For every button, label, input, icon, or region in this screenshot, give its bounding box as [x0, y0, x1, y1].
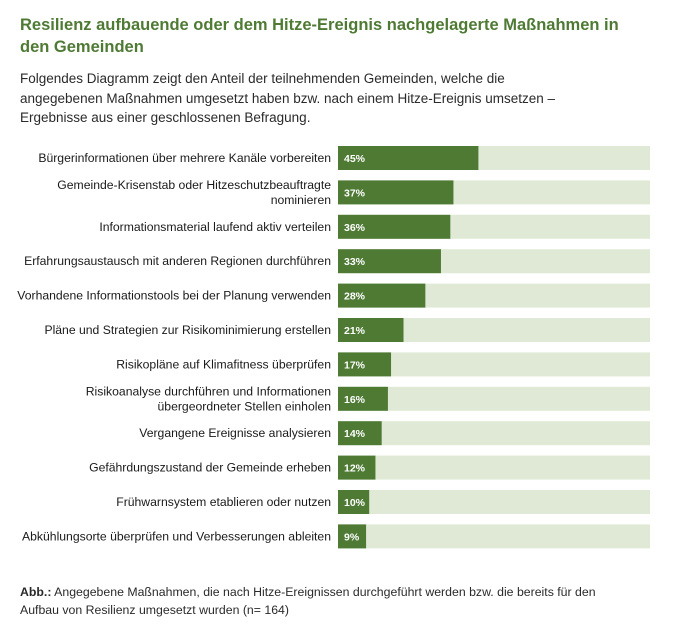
bar [338, 490, 370, 514]
category-label: Informationsmaterial laufend aktiv verte… [99, 220, 331, 234]
value-label: 10% [344, 497, 366, 509]
bar [338, 386, 388, 411]
bar-track [338, 524, 650, 549]
value-label: 12% [344, 463, 366, 475]
category-label: Gemeinde-Krisenstab oder Hitzeschutzbeau… [57, 178, 331, 192]
chart-title: Resilienz aufbauende oder dem Hitze-Erei… [20, 16, 619, 56]
bar-row: 16% Risikoanalyse durchführen und Informa… [86, 384, 650, 413]
category-label: Vorhandene Informationstools bei der Pla… [17, 289, 331, 303]
bar [338, 180, 454, 205]
category-label: Risikopläne auf Klimafitness überprüfen [116, 357, 331, 371]
bar-row: 9% Abkühlungsorte überprüfen und Verbesse… [22, 524, 650, 549]
bar-row: 36% Informationsmaterial laufend aktiv ve… [99, 214, 650, 239]
value-label: 17% [344, 359, 366, 371]
bar-row: 45% Bürgerinformationen über mehrere Kanä… [38, 146, 650, 170]
bar-row: 28% Vorhandene Informationstools bei der … [17, 283, 650, 308]
bar-row: 37% Gemeinde-Krisenstab oder Hitzeschutzb… [57, 178, 650, 207]
value-label: 14% [344, 428, 366, 440]
category-label: Gefährdungszustand der Gemeinde erheben [89, 461, 331, 475]
bar-row: 12% Gefährdungszustand der Gemeinde erheb… [89, 455, 650, 480]
bar-row: 17% Risikopläne auf Klimafitness überprüf… [116, 352, 650, 377]
category-label: Erfahrungsaustausch mit anderen Regionen… [24, 254, 331, 268]
bar-row: 21% Pläne und Strategien zur Risikominimi… [44, 318, 650, 342]
value-label: 28% [344, 291, 366, 303]
bar-row: 33% Erfahrungsaustausch mit anderen Regio… [24, 249, 650, 274]
category-label: Risikoanalyse durchführen und Informatio… [86, 384, 331, 398]
category-label: Abkühlungsorte überprüfen und Verbesseru… [22, 529, 331, 543]
category-label: Bürgerinformationen über mehrere Kanäle … [38, 151, 331, 165]
bar-row: 14% Vergangene Ereignisse analysieren [139, 421, 650, 446]
category-label: Vergangene Ereignisse analysieren [139, 426, 331, 440]
bar [338, 214, 451, 239]
bar [338, 352, 392, 377]
value-label: 21% [344, 325, 366, 337]
value-label: 37% [344, 187, 366, 199]
bar [338, 249, 441, 274]
value-label: 45% [344, 153, 366, 165]
bar [338, 146, 479, 170]
bar-track [338, 455, 650, 480]
bar-track [338, 421, 650, 446]
chart-subtitle: Folgendes Diagramm zeigt den Anteil der … [20, 71, 556, 125]
bar [338, 524, 367, 549]
value-label: 16% [344, 394, 366, 406]
figure-caption: Abb.: Angegebene Maßnahmen, die nach Hit… [20, 583, 620, 619]
category-label: übergeordneter Stellen einholen [158, 399, 331, 413]
bar-track [338, 386, 650, 411]
category-label: nominieren [271, 193, 331, 207]
bar-track [338, 490, 650, 514]
category-label: Pläne und Strategien zur Risikominimieru… [44, 323, 331, 337]
caption-text: Angegebene Maßnahmen, die nach Hitze-Ere… [20, 585, 596, 617]
value-label: 9% [344, 531, 360, 543]
bar [338, 455, 376, 480]
value-label: 36% [344, 222, 366, 234]
bar-row: 10% Frühwarnsystem etablieren oder nutzen [116, 490, 650, 514]
value-label: 33% [344, 256, 366, 268]
bar [338, 283, 426, 308]
bar [338, 421, 382, 446]
bar [338, 318, 404, 342]
category-label: Frühwarnsystem etablieren oder nutzen [116, 495, 331, 509]
caption-prefix: Abb.: [20, 585, 52, 599]
